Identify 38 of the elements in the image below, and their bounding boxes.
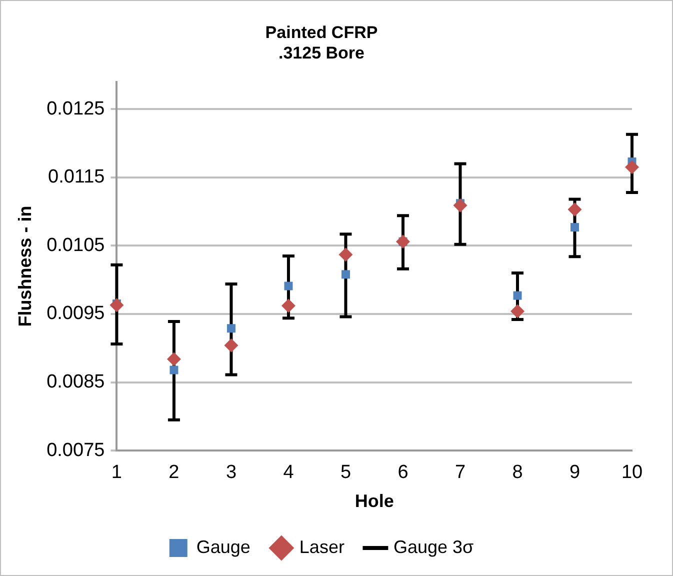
x-tick-label: 7 bbox=[454, 462, 466, 484]
point bbox=[396, 234, 410, 249]
y-tick-label: 0.0105 bbox=[46, 234, 105, 256]
point bbox=[510, 304, 524, 318]
y-tick-label: 0.0075 bbox=[46, 440, 105, 461]
x-tick-label: 10 bbox=[621, 462, 643, 484]
y-tick-label: 0.0095 bbox=[46, 303, 105, 324]
x-tick-label: 2 bbox=[168, 462, 180, 484]
point bbox=[568, 202, 582, 217]
legend-label: Gauge bbox=[196, 536, 250, 557]
point bbox=[110, 298, 124, 312]
x-tick-label: 5 bbox=[340, 462, 352, 484]
point bbox=[570, 223, 579, 232]
point bbox=[625, 160, 639, 174]
x-tick-label: 6 bbox=[398, 462, 408, 484]
legend-label: Gauge 3σ bbox=[393, 536, 474, 557]
legend-label: Laser bbox=[299, 536, 344, 557]
x-axis-title: Hole bbox=[354, 491, 394, 512]
x-tick-label: 4 bbox=[283, 462, 294, 484]
point bbox=[284, 282, 293, 290]
x-tick-label: 3 bbox=[226, 462, 237, 484]
point bbox=[513, 291, 522, 300]
x-tick-label: 9 bbox=[569, 462, 580, 484]
point bbox=[338, 248, 353, 262]
point bbox=[170, 366, 178, 374]
point bbox=[226, 324, 236, 333]
y-axis-title: Flushness - in bbox=[14, 206, 35, 327]
point bbox=[166, 352, 181, 366]
point bbox=[224, 338, 238, 352]
chart-title: Painted CFRP .3125 Bore bbox=[265, 22, 378, 62]
y-tick-label: 0.0115 bbox=[48, 166, 105, 188]
point bbox=[341, 270, 350, 279]
y-tick-label: 0.0125 bbox=[46, 98, 105, 120]
x-tick-label: 1 bbox=[111, 462, 122, 484]
x-tick-label: 8 bbox=[512, 462, 523, 484]
y-tick-label: 0.0085 bbox=[46, 372, 105, 393]
point bbox=[281, 298, 296, 313]
point bbox=[453, 198, 468, 212]
